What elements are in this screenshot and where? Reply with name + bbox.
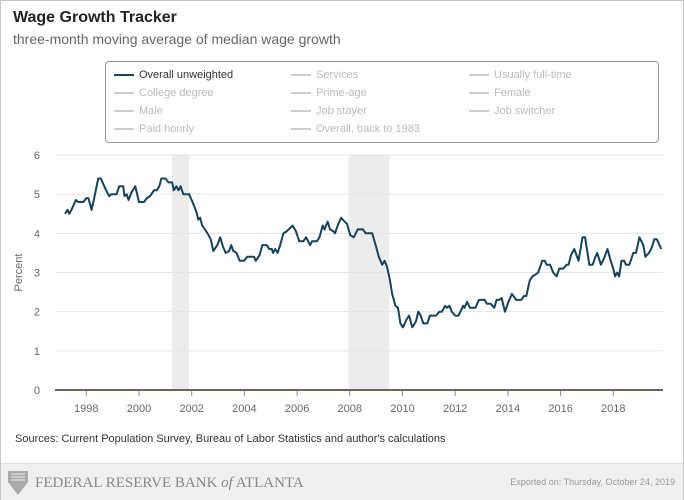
y-tick-label: 0 <box>34 385 40 397</box>
legend-item[interactable]: Services <box>291 69 358 81</box>
y-tick-label: 4 <box>34 228 40 240</box>
series-line-overall-unweighted <box>64 177 663 329</box>
legend-swatch <box>291 74 311 76</box>
legend-label: Prime-age <box>316 87 367 99</box>
chart-subtitle: three-month moving average of median wag… <box>13 31 341 47</box>
legend-item[interactable]: Job switcher <box>469 105 555 117</box>
x-tick-label: 2006 <box>285 403 309 415</box>
legend-label: Paid hourly <box>139 123 195 135</box>
legend-item[interactable]: Paid hourly <box>114 123 194 135</box>
x-tick-label: 2004 <box>232 403 256 415</box>
legend-label: College degree <box>139 87 214 99</box>
source-note: Sources: Current Population Survey, Bure… <box>15 433 446 445</box>
legend-item[interactable]: Female <box>469 87 531 99</box>
x-tick-label: 2010 <box>390 403 414 415</box>
legend-label: Job stayer <box>316 105 367 117</box>
frb-atlanta-logo: FEDERAL RESERVE BANK of ATLANTA <box>7 470 304 496</box>
y-axis-label: Percent <box>13 254 25 292</box>
footer: FEDERAL RESERVE BANK of ATLANTA Exported… <box>1 463 683 500</box>
legend-label: Services <box>316 69 359 81</box>
y-tick-label: 6 <box>34 150 40 162</box>
y-tick-label: 1 <box>34 346 40 358</box>
legend-label: Male <box>139 105 163 117</box>
x-tick-label: 2018 <box>601 403 625 415</box>
legend-swatch <box>291 110 311 112</box>
legend-item[interactable]: Job stayer <box>291 105 367 117</box>
export-date: Exported on: Thursday, October 24, 2019 <box>510 477 675 487</box>
legend-swatch <box>114 128 134 130</box>
legend-item[interactable]: Usually full-time <box>469 69 572 81</box>
legend-item[interactable]: Prime-age <box>291 87 367 99</box>
y-tick-label: 2 <box>34 307 40 319</box>
x-tick-label: 2012 <box>443 403 467 415</box>
legend-swatch <box>291 92 311 94</box>
y-tick-label: 3 <box>34 268 40 280</box>
legend-swatch <box>291 128 311 130</box>
y-tick-label: 5 <box>34 189 40 201</box>
legend-item[interactable]: Overall unweighted <box>114 69 233 81</box>
x-tick-label: 2000 <box>127 403 151 415</box>
x-tick-label: 2016 <box>548 403 572 415</box>
x-tick-label: 2008 <box>338 403 362 415</box>
x-tick-label: 1998 <box>74 403 98 415</box>
legend-label: Job switcher <box>494 105 556 117</box>
chart-title: Wage Growth Tracker <box>13 9 177 26</box>
eagle-seal-icon <box>8 471 28 495</box>
x-tick-label: 2002 <box>179 403 203 415</box>
legend-item[interactable]: Overall, back to 1983 <box>291 123 420 135</box>
legend-item[interactable]: College degree <box>114 87 214 99</box>
legend-label: Overall unweighted <box>139 69 234 81</box>
legend-swatch <box>469 92 489 94</box>
legend-swatch <box>114 92 134 94</box>
legend-label: Overall, back to 1983 <box>316 123 420 135</box>
legend-label: Usually full-time <box>494 69 572 81</box>
legend-swatch <box>114 74 134 76</box>
legend-item[interactable]: Male <box>114 105 163 117</box>
legend-swatch <box>469 74 489 76</box>
legend-label: Female <box>494 87 531 99</box>
legend-swatch <box>114 110 134 112</box>
x-tick-label: 2014 <box>496 403 520 415</box>
legend-swatch <box>469 110 489 112</box>
legend: Overall unweighted Services Usually full-t… <box>105 61 659 143</box>
